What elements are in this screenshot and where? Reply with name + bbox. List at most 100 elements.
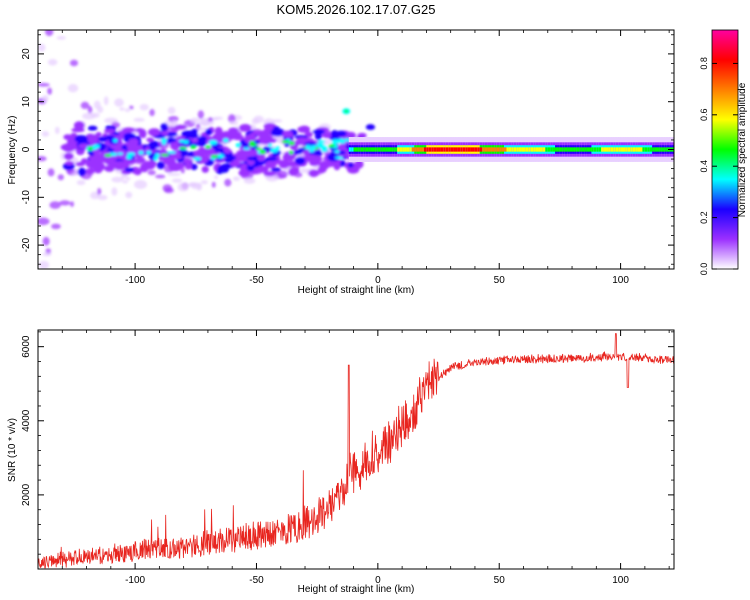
spectrogram-hotspot: [337, 150, 346, 155]
spectrogram-hotspot: [317, 143, 324, 148]
ridge-core: [516, 147, 520, 152]
spectrogram-hotspot: [229, 155, 237, 160]
spectrogram-noise-blob: [91, 112, 100, 118]
ridge-core: [377, 147, 381, 152]
ridge-core: [620, 147, 624, 152]
spectrogram-band-blob: [108, 160, 116, 170]
ridge-core: [613, 147, 617, 152]
spectrogram-xtick-label: 100: [612, 275, 629, 286]
colorbar-tick-label: 0.8: [699, 57, 709, 70]
spectrogram-hotspot: [167, 151, 177, 154]
spectrogram-band-blob: [160, 123, 169, 132]
ridge-core: [649, 147, 653, 152]
ridge-core: [564, 147, 568, 152]
spectrogram-hotspot: [104, 153, 112, 157]
spectrogram-band-blob: [184, 162, 193, 170]
ridge-core: [436, 147, 440, 152]
spectrogram-band-blob: [103, 128, 116, 134]
spectrogram-noise-blob: [167, 172, 182, 177]
spectrogram-hotspot: [259, 149, 266, 155]
spectrogram-band-blob: [313, 150, 322, 157]
spectrogram-band-blob: [64, 161, 75, 166]
spectrogram-noise-blob: [49, 201, 61, 209]
ridge-core: [426, 147, 430, 152]
spectrogram-band-blob: [310, 155, 323, 163]
ridge-core: [365, 147, 369, 152]
spectrogram-band-blob: [115, 154, 128, 160]
spectrogram-noise-blob: [177, 182, 189, 192]
spectrogram-ytick-label: -20: [21, 237, 32, 252]
ridge-core: [358, 147, 362, 152]
spectrogram-hotspot: [205, 145, 211, 149]
spectrogram-xlabel: Height of straight line (km): [298, 285, 415, 296]
snr-background: [38, 330, 674, 569]
ridge-core: [474, 147, 478, 152]
spectrogram-band-blob: [95, 131, 102, 137]
spectrogram-hotspot: [146, 150, 152, 155]
spectrogram-noise-blob: [232, 176, 240, 182]
spectrogram-noise-blob: [199, 117, 211, 127]
ridge-core: [603, 147, 607, 152]
spectrogram-noise-blob: [133, 117, 145, 122]
spectrogram-band-blob: [300, 137, 307, 144]
spectrogram-band-blob: [146, 137, 154, 143]
spectrogram-band-blob: [87, 125, 98, 131]
ridge-core: [593, 147, 597, 152]
spectrogram-band-blob: [124, 167, 135, 173]
spectrogram-hotspot: [160, 138, 168, 143]
spectrogram-noise-blob: [47, 87, 52, 95]
ridge-core: [528, 147, 532, 152]
ridge-core: [382, 147, 386, 152]
spectrogram-noise-blob: [111, 187, 118, 196]
spectrogram-noise-blob: [211, 181, 216, 188]
spectrogram-hotspot: [249, 140, 255, 144]
spectrogram-hotspot: [248, 143, 258, 147]
colorbar-ticks: 0.0 0.2 0.4 0.6 0.8: [699, 57, 738, 275]
ridge-core: [625, 147, 629, 152]
ridge-core: [569, 147, 573, 152]
spectrogram-noise-blob: [147, 170, 156, 176]
ridge-core: [496, 147, 500, 152]
spectrogram-hotspot: [121, 145, 127, 150]
spectrogram-band-blob: [283, 155, 294, 160]
ridge-core: [521, 147, 524, 152]
colorbar-tick-label: 0.4: [699, 160, 709, 173]
spectrogram-hotspot: [288, 150, 294, 155]
ridge-core: [380, 147, 384, 152]
spectrogram-band-blob: [74, 135, 88, 143]
spectrogram-band-blob: [160, 131, 169, 136]
spectrogram-band-blob: [198, 146, 206, 154]
spectrogram-hotspot: [268, 143, 273, 147]
spectrogram-band-blob: [123, 132, 136, 140]
spectrogram-xtick-label: -50: [249, 275, 264, 286]
ridge-core: [385, 147, 389, 152]
spectrogram-noise-blob: [38, 217, 50, 226]
ridge-core: [389, 147, 393, 152]
spectrogram-hotspot: [208, 139, 218, 145]
spectrogram-hotspot: [193, 156, 202, 161]
spectrogram-noise-blob: [299, 168, 310, 173]
spectrogram-noise-blob: [47, 59, 58, 66]
ridge-core: [465, 147, 469, 152]
ridge-core: [443, 147, 447, 152]
spectrogram-noise-blob: [38, 43, 46, 52]
spectrogram-hotspot: [126, 152, 136, 156]
spectrogram-noise-blob: [80, 101, 90, 110]
ridge-core: [596, 147, 600, 152]
spectrogram-band-blob: [201, 166, 209, 173]
spectrogram-band-blob: [75, 161, 86, 167]
ridge-core: [635, 147, 639, 152]
spectrogram-band-blob: [182, 158, 193, 165]
spectrogram-hotspot: [328, 144, 336, 148]
spectrogram-band-blob: [86, 133, 95, 139]
ridge-core: [460, 147, 464, 152]
ridge-core: [545, 147, 549, 152]
spectrogram-noise-blob: [224, 178, 232, 187]
spectrogram-noise-blob: [45, 30, 54, 37]
spectrogram-hotspot: [297, 147, 306, 152]
ridge-core: [416, 147, 420, 152]
ridge-core: [428, 147, 432, 152]
spectrogram-band-blob: [347, 162, 354, 168]
snr-xtick-label: 50: [494, 575, 506, 586]
